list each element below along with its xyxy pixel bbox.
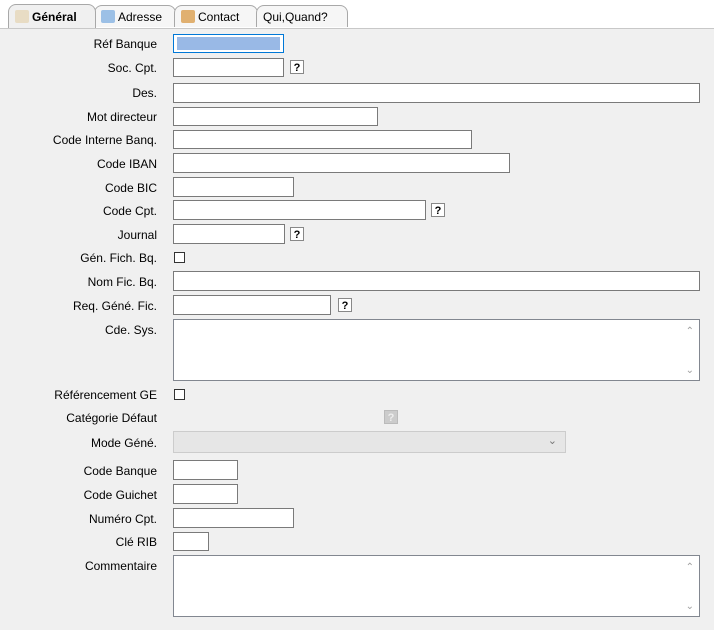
help-button[interactable]: ? xyxy=(290,227,304,241)
scroll-up-icon[interactable]: ⌃ xyxy=(685,562,694,573)
help-button[interactable]: ? xyxy=(290,60,304,74)
scroll-down-icon[interactable]: ⌄ xyxy=(685,365,694,376)
label-cde-sys: Cde. Sys. xyxy=(104,323,157,337)
label-numero-cpt: Numéro Cpt. xyxy=(88,512,157,526)
help-button-disabled: ? xyxy=(384,410,398,424)
envelope-icon xyxy=(101,10,115,23)
code-interne-input[interactable] xyxy=(173,130,472,149)
code-iban-input[interactable] xyxy=(173,153,510,173)
cde-sys-textarea[interactable]: ⌃ ⌄ xyxy=(173,319,700,381)
people-icon xyxy=(181,10,195,23)
help-button[interactable]: ? xyxy=(338,298,352,312)
nom-fic-input[interactable] xyxy=(173,271,700,291)
help-button[interactable]: ? xyxy=(431,203,445,217)
document-icon xyxy=(15,10,29,23)
tab-strip: Général Adresse Contact Qui,Quand? xyxy=(0,0,714,29)
label-gen-fich: Gén. Fich. Bq. xyxy=(80,251,157,265)
label-code-banque: Code Banque xyxy=(83,464,157,478)
tab-general[interactable]: Général xyxy=(8,4,96,28)
label-cle-rib: Clé RIB xyxy=(115,535,157,549)
soc-cpt-input[interactable] xyxy=(173,58,284,77)
ref-banque-input[interactable] xyxy=(173,34,284,53)
label-code-cpt: Code Cpt. xyxy=(102,204,157,218)
journal-input[interactable] xyxy=(173,224,285,244)
label-journal: Journal xyxy=(117,228,157,242)
tab-contact[interactable]: Contact xyxy=(174,5,258,27)
label-des: Des. xyxy=(132,86,157,100)
label-code-iban: Code IBAN xyxy=(96,157,157,171)
label-code-guichet: Code Guichet xyxy=(83,488,157,502)
code-banque-input[interactable] xyxy=(173,460,238,480)
tab-qui-quand[interactable]: Qui,Quand? xyxy=(256,5,348,27)
code-bic-input[interactable] xyxy=(173,177,294,197)
label-mode-gene: Mode Géné. xyxy=(90,436,157,450)
label-categorie: Catégorie Défaut xyxy=(66,411,157,425)
commentaire-textarea[interactable]: ⌃ ⌄ xyxy=(173,555,700,617)
label-code-interne: Code Interne Banq. xyxy=(52,133,157,147)
scroll-down-icon[interactable]: ⌄ xyxy=(685,601,694,612)
label-ref-banque: Réf Banque xyxy=(93,37,157,51)
code-guichet-input[interactable] xyxy=(173,484,238,504)
mode-gene-select: ⌄ xyxy=(173,431,566,453)
label-mot-directeur: Mot directeur xyxy=(86,110,157,124)
numero-cpt-input[interactable] xyxy=(173,508,294,528)
code-cpt-input[interactable] xyxy=(173,200,426,220)
gen-fich-checkbox[interactable] xyxy=(174,252,185,263)
label-code-bic: Code BIC xyxy=(104,181,157,195)
tab-adresse[interactable]: Adresse xyxy=(94,5,176,27)
referencement-checkbox[interactable] xyxy=(174,389,185,400)
label-nom-fic: Nom Fic. Bq. xyxy=(87,275,157,289)
label-soc-cpt: Soc. Cpt. xyxy=(107,61,157,75)
mot-directeur-input[interactable] xyxy=(173,107,378,126)
scroll-up-icon[interactable]: ⌃ xyxy=(685,326,694,337)
des-input[interactable] xyxy=(173,83,700,103)
label-referencement: Référencement GE xyxy=(54,388,157,402)
label-req-gene: Req. Géné. Fic. xyxy=(72,299,157,313)
label-commentaire: Commentaire xyxy=(84,559,157,573)
chevron-down-icon: ⌄ xyxy=(547,435,557,447)
req-gene-input[interactable] xyxy=(173,295,331,315)
cle-rib-input[interactable] xyxy=(173,532,209,551)
